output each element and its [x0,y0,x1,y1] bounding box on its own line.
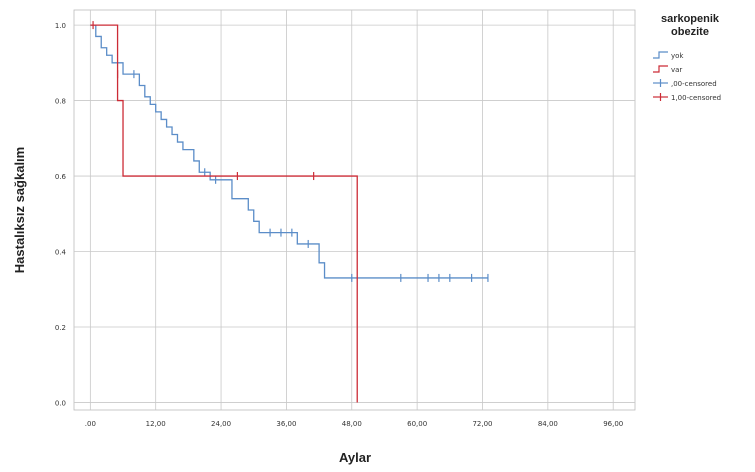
legend-item: 1,00-censored [653,93,721,102]
legend-item: var [653,65,682,74]
legend-swatch-line [653,51,668,59]
y-tick-label: 0.2 [55,324,66,332]
x-axis-ticks: .00 12,00 24,00 36,00 48,00 60,00 72,00 84,00 96… [85,420,623,428]
x-tick-label: 36,00 [276,420,296,428]
series-layer [90,21,489,403]
legend: sarkopenik obezite yok var ,00-censored 1,0… [653,13,721,102]
x-tick-label: 84,00 [538,420,558,428]
x-tick-label: 96,00 [603,420,623,428]
y-tick-label: 0.8 [55,98,66,106]
x-tick-label: 12,00 [146,420,166,428]
legend-label: 1,00-censored [671,94,721,102]
y-tick-label: 0.4 [55,249,67,257]
legend-label: var [671,66,682,74]
legend-title-line-2: obezite [671,26,709,38]
legend-label: ,00-censored [671,80,717,88]
y-axis-title: Hastalıksız sağkalım [12,147,27,273]
y-tick-label: 0.0 [55,399,66,407]
legend-label: yok [671,52,684,60]
x-tick-label: 48,00 [342,420,362,428]
x-tick-label: .00 [85,420,96,428]
x-axis-title: Aylar [339,450,371,465]
y-axis-ticks: 0.0 0.2 0.4 0.6 0.8 1.0 [55,22,67,407]
plot-area [73,9,636,411]
legend-entries: yok var ,00-censored 1,00-censored [653,51,721,102]
x-tick-label: 72,00 [472,420,492,428]
x-tick-label: 60,00 [407,420,427,428]
series-line-yok [90,24,488,279]
y-tick-label: 0.6 [55,173,67,181]
y-tick-label: 1.0 [55,22,66,30]
series-line-var [90,24,358,403]
legend-item: yok [653,51,684,60]
legend-item: ,00-censored [653,79,717,88]
legend-swatch-line [653,65,668,73]
x-tick-label: 24,00 [211,420,231,428]
legend-title-line-1: sarkopenik [661,13,720,25]
